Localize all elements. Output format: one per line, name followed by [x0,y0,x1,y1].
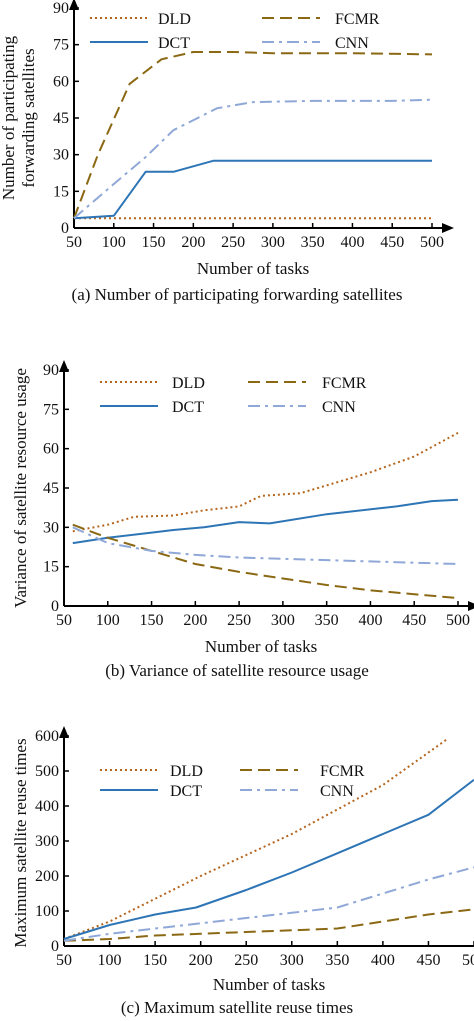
x-axis-title: Number of tasks [205,637,317,656]
legend-label-dld: DLD [172,375,205,392]
series-line-dld [72,432,459,533]
legend-label-cnn: CNN [322,399,356,416]
legend-label-dld: DLD [170,763,203,780]
x-axis-title: Number of tasks [197,259,309,278]
series-line-fcmr [73,51,433,219]
y-tick-label: 15 [43,559,59,576]
chart-panel-c: 0 100 200 300 400 500 600 50 100 150 200 250 300 350 4… [11,726,474,1017]
y-tick-label: 75 [43,401,59,418]
y-tick-label: 45 [53,110,69,127]
x-tick-label: 100 [98,952,122,969]
x-tick-label: 250 [234,952,258,969]
y-tick-label: 60 [53,73,69,90]
x-tick-label: 300 [280,952,304,969]
series-line-fcmr [63,908,474,942]
x-tick-label: 400 [340,234,364,251]
legend-label-dct: DCT [170,783,202,800]
x-axis-title: Number of tasks [213,975,325,994]
legend-label-fcmr: FCMR [335,11,380,28]
y-axis-title: Number of participating [0,35,18,200]
x-tick-label: 100 [102,234,126,251]
panel-caption: (a) Number of participating forwarding s… [72,285,403,304]
legend-label-fcmr: FCMR [322,375,367,392]
legend-label-dld: DLD [158,11,191,28]
y-axis-title: Maximum satellite reuse times [11,738,30,947]
x-tick-label: 400 [358,612,382,629]
legend-label-cnn: CNN [320,783,354,800]
legend-label-dct: DCT [158,35,190,52]
y-tick-label: 600 [35,728,59,745]
y-tick-label: 30 [43,519,59,536]
series-line-cnn [73,98,433,219]
x-tick-label: 200 [181,234,205,251]
y-tick-label: 0 [51,938,59,955]
x-tick-label: 450 [402,612,426,629]
x-tick-label: 200 [189,952,213,969]
x-tick-label: 150 [143,952,167,969]
x-tick-label: 150 [142,234,166,251]
x-tick-label: 500 [420,234,444,251]
y-tick-label: 100 [35,903,59,920]
x-tick-label: 200 [183,612,207,629]
y-axis-arrow-icon [59,360,69,372]
x-tick-label: 500 [462,952,474,969]
x-tick-label: 50 [66,234,82,251]
x-tick-label: 450 [380,234,404,251]
y-tick-label: 45 [43,480,59,497]
x-tick-label: 500 [446,612,470,629]
y-axis-arrow-icon [59,726,69,738]
y-tick-label: 90 [53,0,69,17]
x-tick-label: 50 [56,952,72,969]
y-tick-label: 15 [53,183,69,200]
panel-caption: (b) Variance of satellite resource usage [105,661,369,680]
y-tick-label: 0 [61,220,69,237]
x-tick-label: 250 [221,234,245,251]
y-tick-label: 90 [43,362,59,379]
x-tick-label: 450 [416,952,440,969]
y-axis-title: Variance of satellite resource usage [11,368,30,608]
x-tick-label: 250 [227,612,251,629]
x-tick-label: 50 [56,612,72,629]
panel-caption: (c) Maximum satellite reuse times [121,998,353,1017]
series-line-fcmr [72,523,459,600]
y-axis-title: forwarding satellites [19,48,38,187]
series-line-dld [63,738,448,940]
legend-label-fcmr: FCMR [320,763,365,780]
legend-label-dct: DCT [172,399,204,416]
y-tick-label: 500 [35,763,59,780]
x-tick-label: 150 [140,612,164,629]
chart-panel-b: 0 15 30 45 60 75 90 50 100 150 200 250 300 350 400 450 5… [11,360,474,680]
y-tick-label: 300 [35,833,59,850]
x-axis-arrow-icon [442,223,454,233]
series-line-dct [63,779,474,940]
legend-label-cnn: CNN [335,35,369,52]
x-tick-label: 300 [261,234,285,251]
x-tick-label: 350 [301,234,325,251]
y-tick-label: 0 [51,598,59,615]
chart-panel-a: 0 15 30 45 60 75 90 50 100 150 200 250 300 350 400 450 5… [0,0,454,304]
series-line-cnn [72,526,459,565]
y-tick-label: 30 [53,147,69,164]
x-tick-label: 350 [315,612,339,629]
y-tick-label: 60 [43,441,59,458]
x-tick-label: 350 [325,952,349,969]
x-tick-label: 400 [371,952,395,969]
y-tick-label: 75 [53,37,69,54]
y-tick-label: 400 [35,798,59,815]
y-tick-label: 200 [35,868,59,885]
series-line-cnn [63,866,474,942]
series-line-dct [73,159,432,220]
x-tick-label: 300 [271,612,295,629]
series-line-dct [72,498,459,545]
x-axis-arrow-icon [468,601,474,611]
x-tick-label: 100 [96,612,120,629]
